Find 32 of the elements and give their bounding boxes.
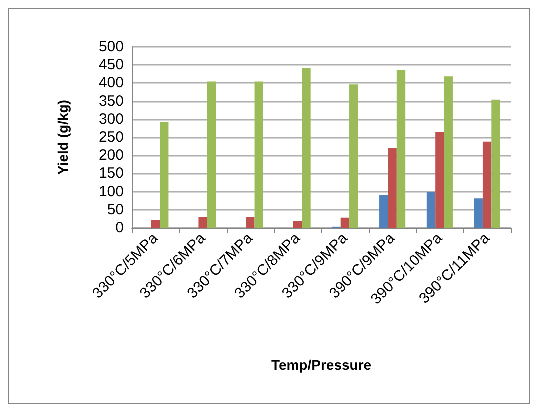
bar [340, 218, 350, 228]
bar [151, 220, 160, 228]
bar [160, 122, 169, 228]
y-tick-label: 150 [98, 165, 124, 182]
bar [482, 142, 492, 228]
bar [302, 68, 311, 228]
y-tick-label: 300 [98, 110, 124, 128]
bar [380, 195, 388, 228]
y-tick-label: 400 [98, 74, 124, 92]
bar [207, 82, 216, 228]
x-axis-title: Temp/Pressure [271, 357, 372, 373]
y-tick-label: 500 [98, 38, 124, 56]
bar [293, 221, 302, 228]
y-tick-label: 350 [98, 92, 124, 110]
bar [492, 100, 500, 228]
bar [474, 198, 483, 228]
bar [436, 132, 444, 228]
bar [426, 192, 436, 228]
bar [254, 82, 264, 228]
y-tick-label: 250 [98, 129, 124, 146]
y-tick-label: 450 [98, 56, 124, 74]
y-tick-label: 200 [98, 147, 124, 164]
bar [444, 76, 453, 228]
bar [198, 217, 208, 228]
bar [246, 217, 255, 228]
y-tick-label: 100 [98, 183, 124, 200]
y-axis-title: Yield (g/kg) [55, 100, 71, 175]
y-tick-label: 50 [107, 201, 124, 218]
bar [388, 148, 397, 228]
bar [396, 70, 406, 228]
y-tick-label: 0 [116, 220, 124, 236]
bar [350, 84, 358, 228]
